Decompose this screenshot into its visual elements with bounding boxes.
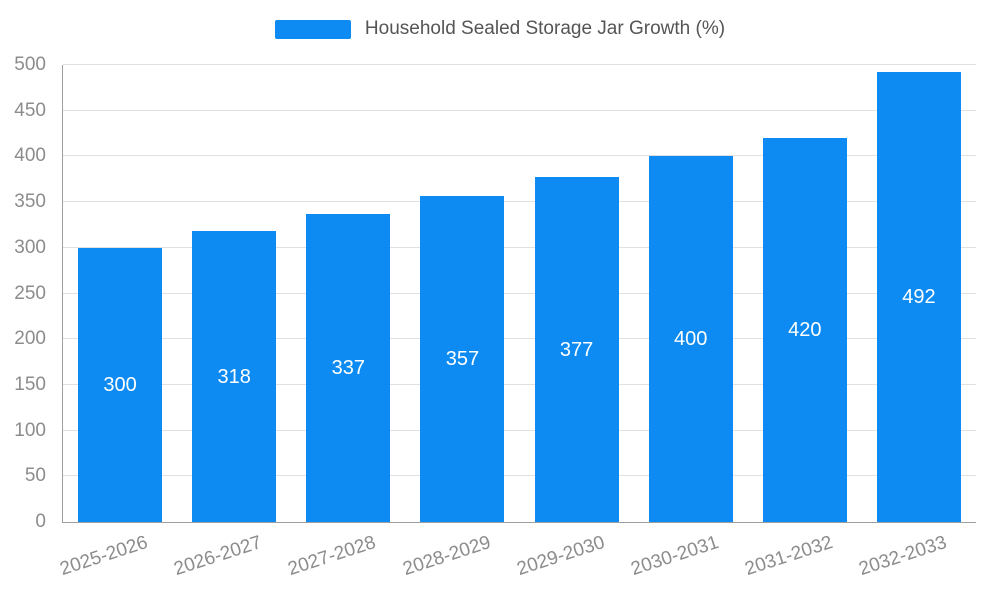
y-tick-label: 0 — [35, 511, 46, 532]
bar-value-label: 337 — [331, 356, 365, 379]
x-tick-label: 2028-2029 — [400, 532, 493, 581]
x-tick-label: 2032-2033 — [856, 532, 950, 581]
bar: 492 — [876, 72, 961, 522]
x-tick-label: 2030-2031 — [628, 532, 722, 581]
y-tick-label: 500 — [14, 54, 46, 75]
bar-value-label: 420 — [788, 319, 822, 342]
gridline — [63, 475, 976, 477]
x-tick-label: 2025-2026 — [57, 532, 151, 581]
chart-title[interactable]: Household Sealed Storage Jar Growth (%) — [364, 18, 726, 39]
gridline — [63, 64, 976, 65]
bar-value-label: 357 — [445, 347, 480, 370]
bar: 400 — [648, 156, 733, 522]
y-axis-labels: 0 50 100 150 200 250 300 350 400 450 500 — [0, 54, 46, 532]
y-tick-label: 150 — [14, 373, 46, 395]
legend[interactable]: Household Sealed Storage Jar Growth (%) — [0, 16, 1000, 42]
bar-value-label: 300 — [103, 373, 137, 396]
x-axis-labels: 2025-2026 2026-2027 2027-2028 2028-2029 2029… — [58, 528, 975, 598]
gridline — [63, 383, 976, 385]
legend-swatch-icon[interactable] — [274, 19, 351, 39]
bar: 357 — [420, 195, 505, 522]
y-tick-label: 400 — [14, 145, 46, 167]
x-tick-label: 2026-2027 — [171, 532, 265, 581]
gridline — [63, 292, 976, 294]
bar: 318 — [192, 231, 277, 522]
x-tick-label: 2031-2032 — [742, 532, 836, 581]
y-tick-label: 300 — [14, 236, 46, 258]
bar-value-label: 400 — [674, 328, 708, 351]
gridline — [63, 246, 976, 248]
y-tick-label: 200 — [14, 328, 46, 350]
bar: 377 — [534, 177, 619, 522]
bar: 337 — [306, 213, 391, 522]
gridline — [63, 155, 976, 157]
bar: 300 — [78, 247, 163, 522]
bar-value-label: 492 — [902, 286, 936, 309]
bar-value-label: 318 — [217, 365, 251, 388]
bar: 420 — [762, 138, 847, 522]
y-tick-label: 100 — [14, 419, 46, 441]
plot-area: 300 318 337 357 377 400 420 492 — [62, 64, 976, 523]
gridline — [63, 109, 976, 111]
gridline — [63, 338, 976, 340]
bar-value-label: 377 — [559, 338, 594, 361]
y-tick-label: 50 — [24, 465, 46, 487]
x-tick-label: 2029-2030 — [514, 532, 608, 581]
x-tick-label: 2027-2028 — [285, 532, 379, 581]
y-tick-label: 350 — [14, 191, 46, 213]
y-tick-label: 450 — [14, 99, 46, 121]
y-tick-label: 250 — [14, 282, 46, 304]
gridline — [63, 429, 976, 431]
gridline — [63, 201, 976, 203]
